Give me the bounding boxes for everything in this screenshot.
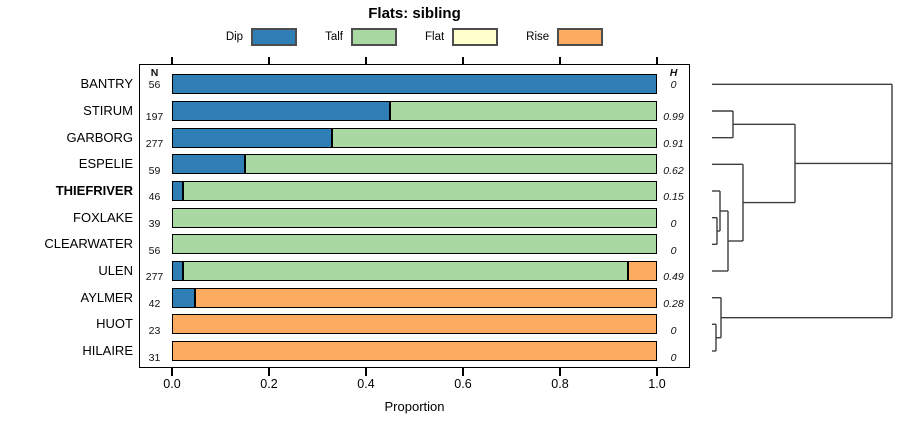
bar-segment-dip (172, 154, 245, 175)
n-value: 39 (148, 218, 161, 231)
x-tick-label: 0.0 (163, 377, 181, 391)
h-value: 0 (670, 324, 677, 337)
bar-segment-talf (182, 260, 628, 281)
h-value: 0 (670, 244, 677, 257)
row-label-bantry: BANTRY (80, 76, 134, 92)
bottom-axis-tick (268, 368, 270, 376)
row-label-aylmer: AYLMER (80, 289, 134, 305)
row-label-foxlake: FOXLAKE (73, 209, 133, 225)
x-tick-label: 0.8 (551, 377, 569, 391)
bottom-axis-tick (171, 368, 173, 376)
x-tick-label: 0.4 (357, 377, 375, 391)
legend-item-rise: Rise (526, 28, 604, 46)
bar-segment-talf (182, 180, 657, 201)
row-label-ulen: ULEN (98, 262, 133, 278)
bar-segment-dip (172, 127, 333, 148)
bar-segment-talf (172, 234, 657, 255)
h-value: 0 (670, 218, 677, 231)
top-axis-tick (365, 56, 367, 64)
bar-segment-dip (172, 260, 183, 281)
row-label-clearwater: CLEARWATER (44, 236, 133, 252)
bar-aylmer (172, 287, 657, 308)
legend-swatch-dip (251, 28, 298, 46)
bar-segment-talf (390, 100, 657, 121)
h-value: 0.15 (663, 191, 684, 204)
legend-swatch-flat (452, 28, 499, 46)
top-axis-tick (656, 56, 658, 64)
legend-item-talf: Talf (325, 28, 397, 46)
bar-segment-dip (172, 100, 391, 121)
n-value: 42 (148, 298, 161, 311)
row-label-thiefriver: THIEFRIVER (55, 182, 133, 198)
bar-clearwater (172, 234, 657, 255)
legend-label: Dip (225, 31, 244, 43)
legend-item-flat: Flat (424, 28, 499, 46)
bar-bantry (172, 74, 657, 95)
bar-stirum (172, 100, 657, 121)
top-axis-tick (559, 56, 561, 64)
row-label-espelie: ESPELIE (78, 156, 133, 172)
bottom-axis-tick (656, 368, 658, 376)
bottom-axis-tick (462, 368, 464, 376)
bar-ulen (172, 260, 657, 281)
legend-item-dip: Dip (225, 28, 298, 46)
chart-title: Flats: sibling (368, 5, 461, 22)
row-label-garborg: GARBORG (66, 129, 133, 145)
bar-hilaire (172, 341, 657, 361)
h-column-header: H (669, 66, 678, 79)
n-value: 46 (148, 191, 161, 204)
n-value: 56 (148, 244, 161, 257)
h-value: 0.99 (663, 111, 684, 124)
bar-segment-dip (172, 287, 196, 308)
n-value: 56 (148, 79, 161, 92)
h-value: 0.62 (663, 164, 684, 177)
n-value: 197 (145, 111, 164, 124)
x-axis-label: Proportion (384, 399, 445, 414)
bar-segment-rise (195, 287, 657, 308)
legend-label: Flat (424, 31, 445, 43)
row-label-huot: HUOT (96, 316, 133, 332)
bar-thiefriver (172, 180, 657, 201)
n-value: 277 (145, 138, 164, 151)
legend-label: Talf (325, 31, 343, 43)
bar-garborg (172, 127, 657, 148)
n-value: 31 (148, 351, 161, 364)
x-tick-label: 0.2 (260, 377, 278, 391)
h-value: 0 (670, 351, 677, 364)
bar-segment-talf (172, 207, 657, 228)
bar-segment-talf (244, 154, 657, 175)
bottom-axis-tick (559, 368, 561, 376)
x-tick-label: 0.6 (454, 377, 472, 391)
n-value: 277 (145, 271, 164, 284)
legend-label: Rise (526, 31, 550, 43)
bar-segment-dip (172, 74, 657, 95)
top-axis-tick (171, 56, 173, 64)
bar-huot (172, 314, 657, 335)
legend-swatch-rise (557, 28, 604, 46)
bar-segment-rise (627, 260, 657, 281)
h-value: 0.28 (663, 298, 684, 311)
top-axis-tick (462, 56, 464, 64)
bar-segment-talf (332, 127, 657, 148)
legend: Dip Talf Flat Rise (139, 27, 690, 47)
row-label-hilaire: HILAIRE (82, 343, 133, 358)
n-value: 59 (148, 164, 161, 177)
bar-foxlake (172, 207, 657, 228)
bar-segment-rise (172, 341, 657, 361)
n-value: 23 (148, 324, 161, 337)
legend-swatch-talf (350, 28, 397, 46)
h-value: 0.91 (663, 138, 684, 151)
bar-segment-dip (172, 180, 183, 201)
bar-segment-rise (172, 314, 657, 335)
row-label-stirum: STIRUM (83, 102, 133, 118)
top-axis-tick (268, 56, 270, 64)
x-tick-label: 1.0 (648, 377, 666, 391)
bar-espelie (172, 154, 657, 175)
bottom-axis-tick (365, 368, 367, 376)
h-value: 0 (670, 79, 677, 92)
h-value: 0.49 (663, 271, 684, 284)
n-column-header: N (150, 66, 159, 79)
